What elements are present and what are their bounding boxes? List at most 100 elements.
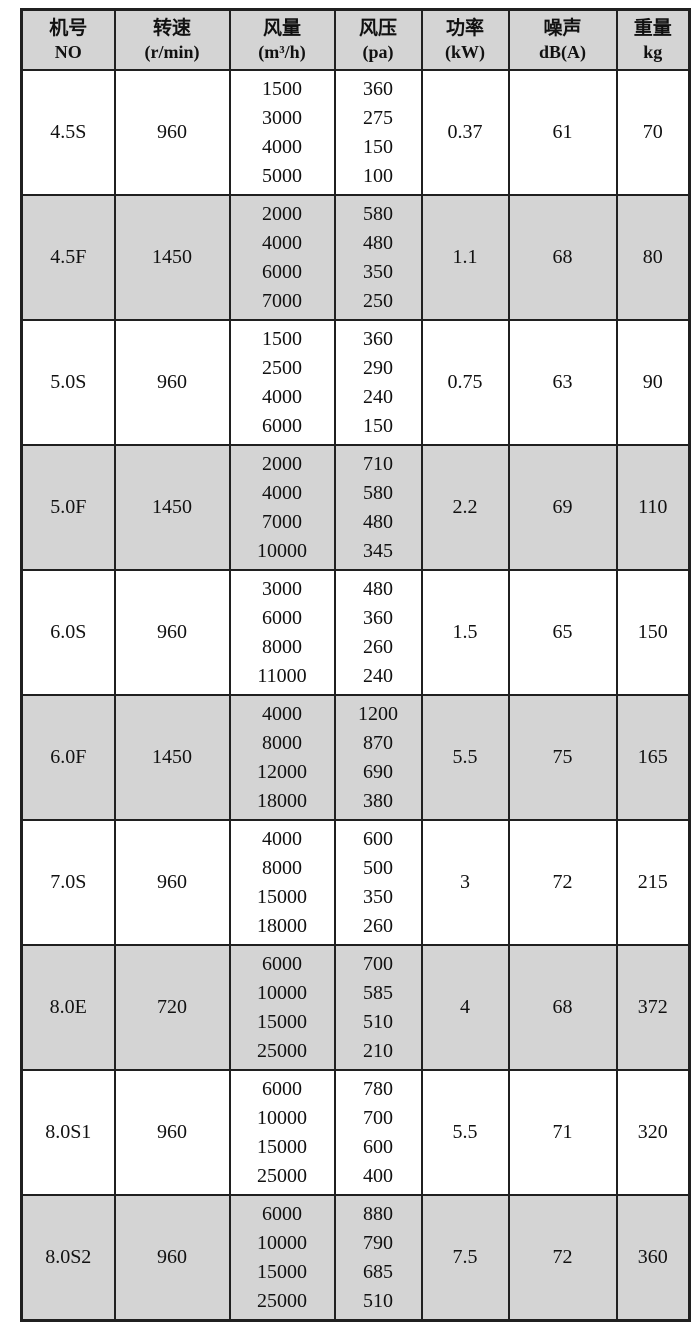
airflow-value: 2000	[262, 452, 302, 475]
airflow-value: 15000	[257, 1135, 307, 1158]
pressure-value: 360	[363, 77, 393, 100]
pressure-cell: 880 790 685 510	[333, 1194, 423, 1322]
pressure-value: 510	[363, 1289, 393, 1312]
table-row: 5.0F 1450 2000 4000 7000 10000 710 580 480 345 2.2…	[20, 444, 691, 571]
power-cell: 0.75	[420, 319, 510, 446]
pressure-value: 240	[363, 385, 393, 408]
weight-cell: 80	[615, 194, 691, 321]
pressure-value: 480	[363, 231, 393, 254]
weight-cell: 215	[615, 819, 691, 946]
airflow-cell: 1500 2500 4000 6000	[228, 319, 336, 446]
pressure-value: 380	[363, 789, 393, 812]
airflow-cell: 6000 10000 15000 25000	[228, 1069, 336, 1196]
airflow-value: 6000	[262, 260, 302, 283]
weight-cell: 150	[615, 569, 691, 696]
pressure-value: 580	[363, 481, 393, 504]
pressure-value: 275	[363, 106, 393, 129]
airflow-value: 4000	[262, 135, 302, 158]
pressure-value: 780	[363, 1077, 393, 1100]
column-header-weight: 重量 kg	[615, 8, 691, 71]
pressure-value: 350	[363, 885, 393, 908]
airflow-value: 4000	[262, 385, 302, 408]
pressure-cell: 710 580 480 345	[333, 444, 423, 571]
pressure-cell: 580 480 350 250	[333, 194, 423, 321]
airflow-cell: 2000 4000 7000 10000	[228, 444, 336, 571]
pressure-cell: 700 585 510 210	[333, 944, 423, 1071]
weight-cell: 372	[615, 944, 691, 1071]
airflow-value: 10000	[257, 539, 307, 562]
weight-cell: 165	[615, 694, 691, 821]
table-row: 5.0S 960 1500 2500 4000 6000 360 290 240 150 0.75 6…	[20, 319, 691, 446]
column-subtitle: NO	[54, 41, 82, 62]
speed-cell: 960	[113, 69, 231, 196]
speed-cell: 960	[113, 1194, 231, 1322]
column-subtitle: kg	[643, 41, 663, 62]
airflow-cell: 4000 8000 15000 18000	[228, 819, 336, 946]
pressure-value: 345	[363, 539, 393, 562]
speed-cell: 1450	[113, 444, 231, 571]
airflow-cell: 6000 10000 15000 25000	[228, 1194, 336, 1322]
pressure-value: 710	[363, 452, 393, 475]
airflow-value: 1500	[262, 77, 302, 100]
column-subtitle: dB(A)	[538, 41, 586, 62]
column-title: 转速	[152, 17, 191, 39]
model-cell: 8.0E	[20, 944, 116, 1071]
table-row: 6.0S 960 3000 6000 8000 11000 480 360 260 240 1.5 6…	[20, 569, 691, 696]
pressure-value: 580	[363, 202, 393, 225]
airflow-value: 11000	[257, 664, 307, 687]
power-cell: 2.2	[420, 444, 510, 571]
airflow-value: 18000	[257, 914, 307, 937]
airflow-value: 15000	[257, 885, 307, 908]
pressure-value: 790	[363, 1231, 393, 1254]
table-row: 8.0E 720 6000 10000 15000 25000 700 585 510 210 4 6…	[20, 944, 691, 1071]
pressure-value: 685	[363, 1260, 393, 1283]
power-cell: 1.5	[420, 569, 510, 696]
noise-cell: 75	[507, 694, 618, 821]
model-cell: 7.0S	[20, 819, 116, 946]
pressure-value: 210	[363, 1039, 393, 1062]
speed-cell: 960	[113, 569, 231, 696]
pressure-value: 150	[363, 414, 393, 437]
model-cell: 4.5S	[20, 69, 116, 196]
model-cell: 8.0S1	[20, 1069, 116, 1196]
airflow-value: 25000	[257, 1289, 307, 1312]
airflow-value: 6000	[262, 952, 302, 975]
airflow-value: 10000	[257, 1231, 307, 1254]
airflow-cell: 4000 8000 12000 18000	[228, 694, 336, 821]
airflow-value: 25000	[257, 1039, 307, 1062]
pressure-value: 350	[363, 260, 393, 283]
column-title: 风量	[262, 17, 301, 39]
pressure-value: 600	[363, 827, 393, 850]
pressure-cell: 360 290 240 150	[333, 319, 423, 446]
airflow-value: 6000	[262, 606, 302, 629]
pressure-value: 1200	[358, 702, 398, 725]
noise-cell: 65	[507, 569, 618, 696]
airflow-value: 7000	[262, 510, 302, 533]
pressure-value: 260	[363, 914, 393, 937]
noise-cell: 63	[507, 319, 618, 446]
airflow-cell: 2000 4000 6000 7000	[228, 194, 336, 321]
pressure-value: 400	[363, 1164, 393, 1187]
pressure-value: 510	[363, 1010, 393, 1033]
airflow-value: 15000	[257, 1010, 307, 1033]
noise-cell: 72	[507, 819, 618, 946]
noise-cell: 69	[507, 444, 618, 571]
weight-cell: 70	[615, 69, 691, 196]
column-title: 风压	[358, 17, 397, 39]
column-header-speed: 转速 (r/min)	[113, 8, 231, 71]
model-cell: 4.5F	[20, 194, 116, 321]
column-header-noise: 噪声 dB(A)	[507, 8, 618, 71]
pressure-value: 290	[363, 356, 393, 379]
pressure-cell: 480 360 260 240	[333, 569, 423, 696]
pressure-cell: 360 275 150 100	[333, 69, 423, 196]
airflow-value: 7000	[262, 289, 302, 312]
speed-cell: 720	[113, 944, 231, 1071]
pressure-value: 480	[363, 510, 393, 533]
airflow-value: 4000	[262, 702, 302, 725]
power-cell: 5.5	[420, 694, 510, 821]
table-row: 4.5F 1450 2000 4000 6000 7000 580 480 350 250 1.1 6…	[20, 194, 691, 321]
column-title: 重量	[633, 17, 672, 39]
airflow-value: 25000	[257, 1164, 307, 1187]
airflow-value: 8000	[262, 856, 302, 879]
